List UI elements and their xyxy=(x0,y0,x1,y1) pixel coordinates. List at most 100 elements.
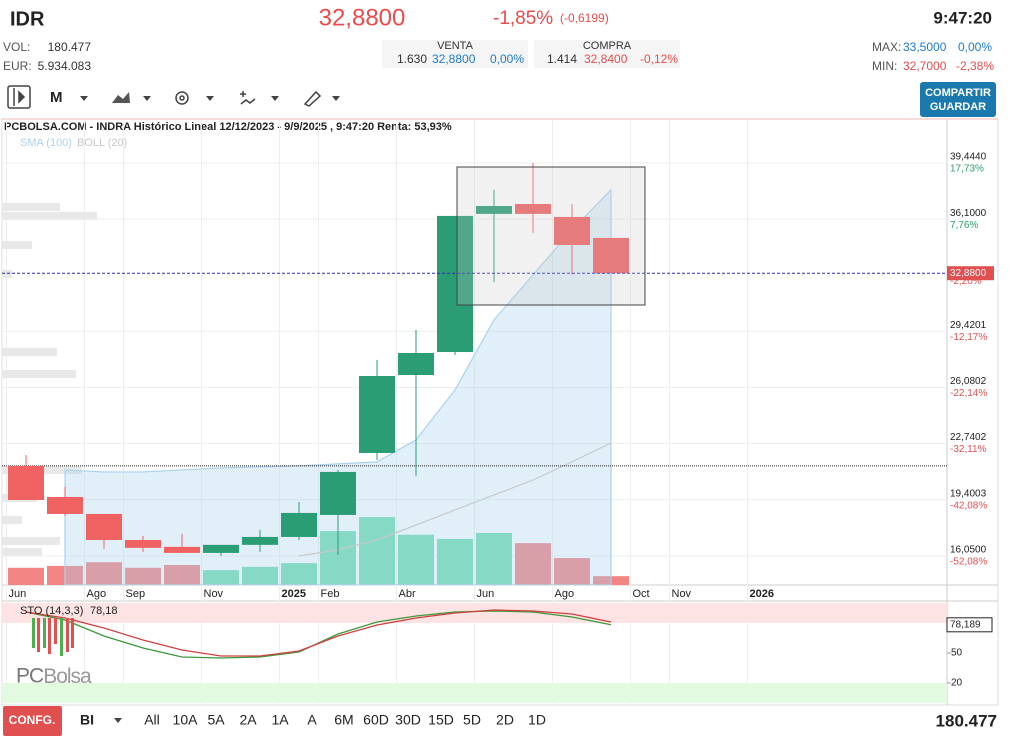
period-option[interactable]: 5D xyxy=(463,712,481,728)
y-tick-label: 20 xyxy=(951,678,963,689)
legend-entry: BOLL (20) xyxy=(77,137,127,149)
config-button[interactable] xyxy=(3,706,62,736)
x-tick-label: Jun xyxy=(477,588,495,600)
period[interactable]: M xyxy=(50,89,63,106)
indicator-icon[interactable] xyxy=(240,91,256,105)
volume-bar xyxy=(437,538,473,585)
vol: 180.477 xyxy=(48,40,92,54)
pct-tick-label: -32,11% xyxy=(950,444,987,455)
candle-body xyxy=(515,203,551,214)
period-option[interactable]: 60D xyxy=(363,712,389,728)
mode-dropdown[interactable] xyxy=(114,718,122,723)
candle-body xyxy=(398,353,434,376)
indicator-line xyxy=(298,442,612,557)
y-tick-label: 50 xyxy=(951,648,963,659)
compra-label: COMPRA xyxy=(583,40,632,52)
pct-tick-label: -12,17% xyxy=(950,332,987,343)
compra-pct: -0,12% xyxy=(640,52,678,66)
main-plot xyxy=(2,162,947,585)
candle-body xyxy=(593,237,629,274)
settings-icon[interactable] xyxy=(175,91,189,105)
volume-bar xyxy=(203,570,239,585)
compra-price: 32,8400 xyxy=(584,52,628,66)
candle-body xyxy=(164,546,200,553)
selection-box[interactable] xyxy=(456,166,646,306)
candle-body xyxy=(554,216,590,245)
pct-tick-label: 17,73% xyxy=(950,164,984,175)
x-tick-label: Ago xyxy=(555,588,575,600)
sto-plot xyxy=(2,603,947,703)
period-option[interactable]: All xyxy=(144,712,160,728)
y-tick-label: 26,0802 xyxy=(950,376,987,387)
min: 32,7000 xyxy=(903,59,947,73)
config-label[interactable]: CONFG. xyxy=(9,713,56,727)
x-tick-label: Nov xyxy=(672,588,692,600)
svg-text:PCBolsa: PCBolsa xyxy=(16,665,92,688)
chart-type-icon[interactable] xyxy=(112,92,130,103)
vol-label: VOL: xyxy=(3,40,30,54)
candle-body xyxy=(281,512,317,537)
x-tick-label: Nov xyxy=(204,588,224,600)
x-tick-label: Ago xyxy=(87,588,107,600)
y-tick-label: 16,0500 xyxy=(950,545,987,556)
candle-body xyxy=(86,513,122,540)
compra-box xyxy=(534,40,680,68)
volume-bar xyxy=(242,566,278,585)
logo: PCBolsa xyxy=(16,618,93,688)
period-option[interactable]: 2D xyxy=(496,712,514,728)
legend-entry: SMA (100) xyxy=(20,137,72,149)
volume-bar xyxy=(8,567,44,585)
period-option[interactable]: 6M xyxy=(334,712,353,728)
draw-icon[interactable] xyxy=(303,90,322,107)
candle-body xyxy=(242,536,278,545)
share-button[interactable] xyxy=(920,82,996,117)
volume-bar xyxy=(476,532,512,585)
change: (-0,6199) xyxy=(560,11,609,25)
price: 32,8800 xyxy=(319,4,406,31)
volume-bar xyxy=(281,563,317,585)
volume-bar xyxy=(515,543,551,585)
time: 9:47:20 xyxy=(933,8,992,27)
period-option[interactable]: 30D xyxy=(395,712,421,728)
pct-tick-label: -22,14% xyxy=(950,388,987,399)
period-option[interactable]: 15D xyxy=(428,712,454,728)
period-option[interactable]: 5A xyxy=(207,712,225,728)
candle-body xyxy=(8,465,44,500)
mode[interactable]: BI xyxy=(80,712,94,728)
y-tick-label: 36,1000 xyxy=(950,208,987,219)
volume-bar xyxy=(398,534,434,585)
x-tick-label: Oct xyxy=(633,588,650,600)
x-tick-label: Sep xyxy=(126,588,146,600)
toolbar xyxy=(7,85,340,109)
y-tick-label: 29,4201 xyxy=(950,320,987,331)
period-option[interactable]: 1D xyxy=(528,712,546,728)
y-tick-label: 39,4440 xyxy=(950,152,987,163)
x-tick-label: Abr xyxy=(399,588,416,600)
period-option[interactable]: 2A xyxy=(239,712,257,728)
change-pct: -1,85% xyxy=(493,8,553,29)
eur: 5.934.083 xyxy=(38,59,92,73)
candle-body xyxy=(320,471,356,515)
candle-body xyxy=(437,215,473,352)
min-pct: -2,38% xyxy=(956,59,994,73)
overbought-zone xyxy=(2,603,947,623)
candle-body xyxy=(47,496,83,514)
volume-bar xyxy=(164,565,200,585)
sto-last-label: 78,189 xyxy=(950,619,981,630)
symbol: IDR xyxy=(10,8,45,30)
compra-qty: 1.414 xyxy=(547,52,577,66)
venta-box xyxy=(382,40,528,68)
max-label: MAX: xyxy=(872,40,901,54)
share-label[interactable]: COMPARTIR xyxy=(925,87,991,99)
period-option[interactable]: A xyxy=(307,712,317,728)
footer-volume: 180.477 xyxy=(936,711,997,730)
pct-tick-label: -52,08% xyxy=(950,557,987,568)
y-tick-label: 22,7402 xyxy=(950,432,987,443)
save-label[interactable]: GUARDAR xyxy=(930,101,986,113)
period-option[interactable]: 1A xyxy=(271,712,289,728)
max: 33,5000 xyxy=(903,40,947,54)
y-tick-label: 19,4003 xyxy=(950,488,987,499)
period-option[interactable]: 10A xyxy=(173,712,199,728)
panel-icon[interactable] xyxy=(7,85,31,109)
min-label: MIN: xyxy=(872,59,897,73)
